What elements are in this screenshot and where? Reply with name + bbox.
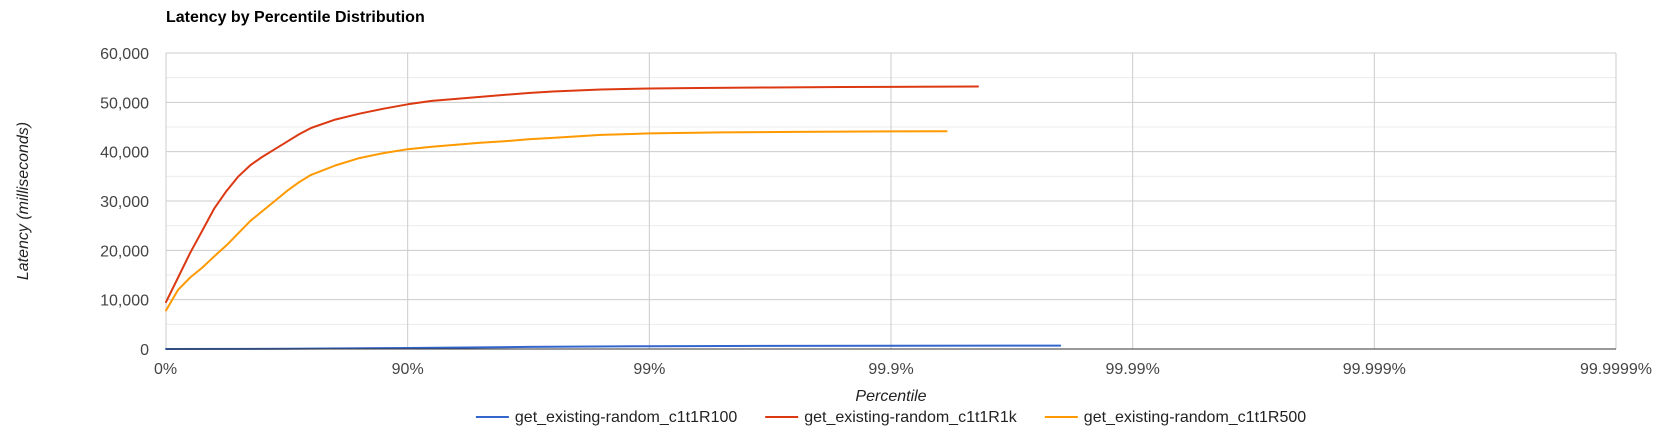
legend-label: get_existing-random_c1t1R100	[515, 409, 737, 426]
y-tick-label: 50,000	[100, 95, 149, 112]
x-tick-label: 0%	[154, 361, 177, 378]
series-line	[165, 85, 979, 304]
legend-label: get_existing-random_c1t1R500	[1084, 409, 1306, 426]
x-tick-label: 99%	[633, 361, 665, 378]
x-tick-label: 99.999%	[1343, 361, 1406, 378]
x-tick-label: 99.9%	[868, 361, 913, 378]
series-layer	[165, 85, 1062, 350]
x-tick-label: 90%	[392, 361, 424, 378]
legend-label: get_existing-random_c1t1R1k	[804, 409, 1018, 426]
y-tick-label: 60,000	[100, 46, 149, 63]
x-tick-label: 99.9999%	[1580, 361, 1652, 378]
x-tick-label: 99.99%	[1106, 361, 1160, 378]
y-axis-title: Latency (milliseconds)	[15, 122, 32, 280]
x-axis-ticks: 0% 90% 99% 99.9% 99.99% 99.999% 99.9999%	[154, 361, 1652, 378]
y-tick-label: 10,000	[100, 293, 149, 310]
y-tick-label: 0	[140, 342, 149, 359]
series-line	[165, 130, 948, 312]
x-axis-title: Percentile	[855, 388, 926, 405]
y-tick-label: 40,000	[100, 145, 149, 162]
legend: get_existing-random_c1t1R100 get_existing…	[475, 409, 1306, 426]
grid-layer	[165, 52, 1617, 349]
legend-item: get_existing-random_c1t1R500	[1044, 409, 1306, 426]
chart-title: Latency by Percentile Distribution	[166, 9, 425, 26]
y-axis-ticks: 0 10,000 20,000 30,000 40,000 50,000 60,000	[100, 46, 149, 359]
legend-item: get_existing-random_c1t1R1k	[765, 409, 1018, 426]
y-tick-label: 30,000	[100, 194, 149, 211]
legend-item: get_existing-random_c1t1R100	[475, 409, 737, 426]
y-tick-label: 20,000	[100, 243, 149, 260]
series-line	[165, 344, 1062, 350]
